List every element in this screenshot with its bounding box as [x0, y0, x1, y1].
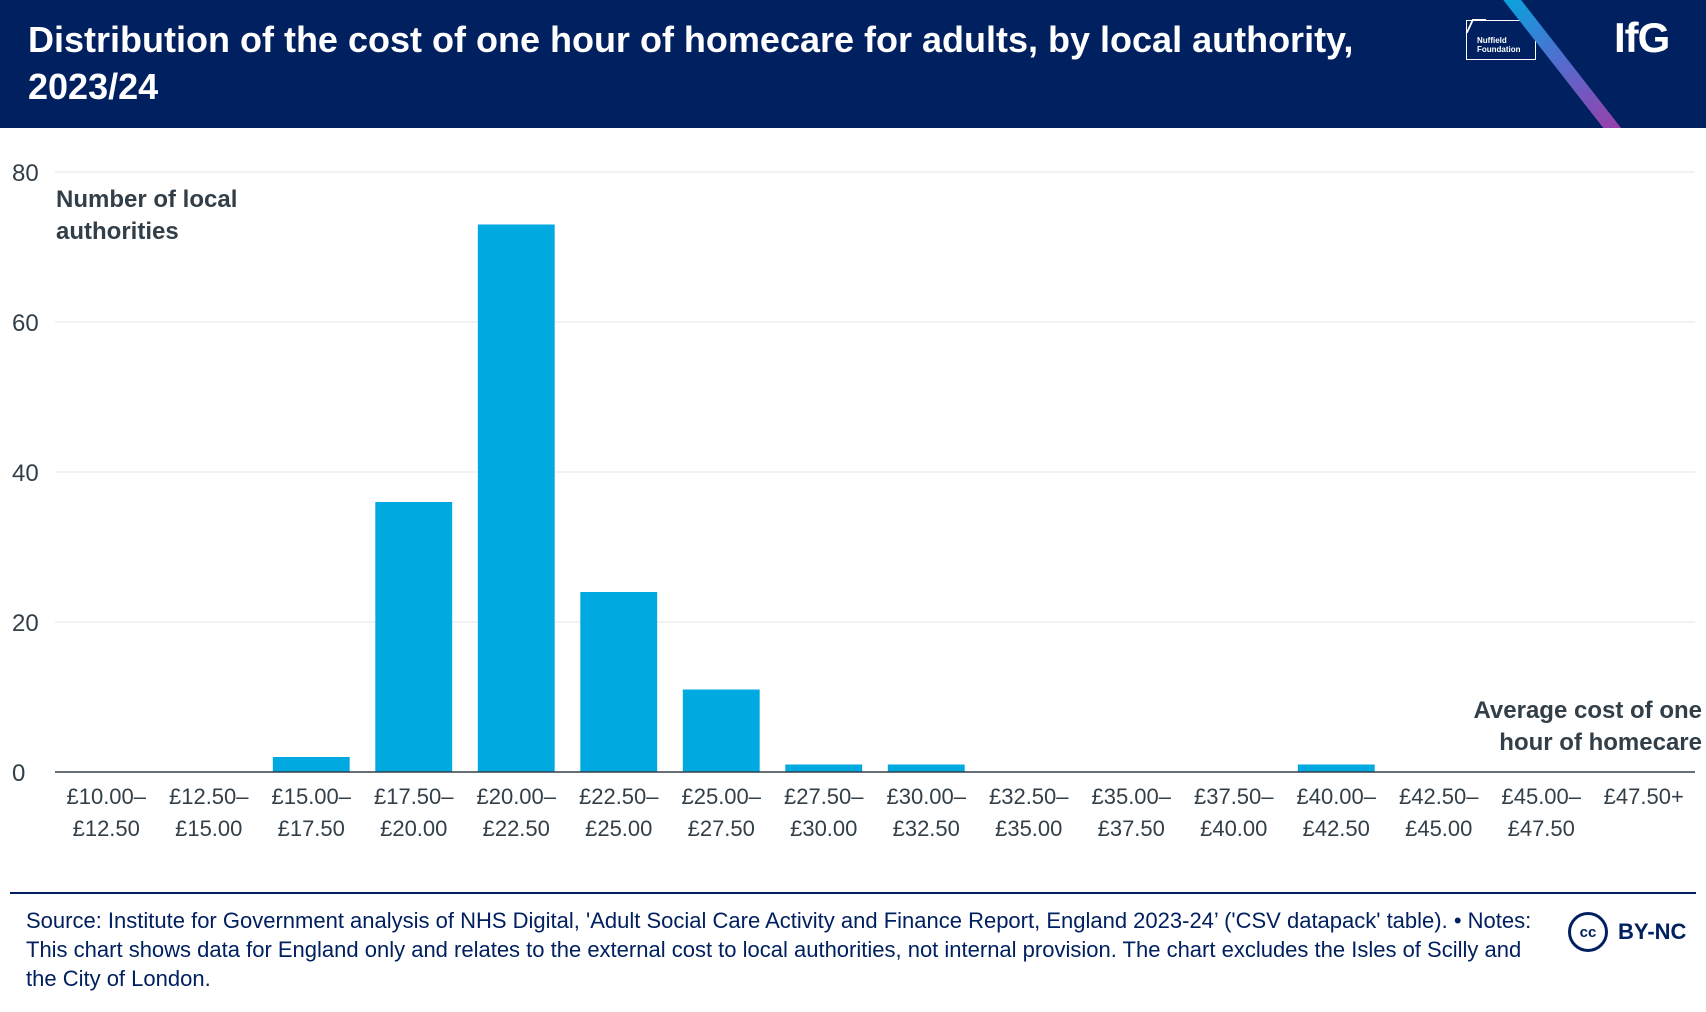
bar	[272, 757, 350, 772]
y-tick-label: 20	[12, 610, 39, 637]
bar	[477, 224, 555, 772]
x-tick-label: £12.50–	[169, 784, 249, 809]
x-tick-label: £37.50–	[1194, 784, 1274, 809]
x-tick-label: £45.00	[1405, 816, 1472, 841]
x-tick-label: £22.50	[483, 816, 550, 841]
x-tick-label: £20.00	[380, 816, 447, 841]
license-badge[interactable]: cc BY-NC	[1568, 912, 1686, 952]
x-tick-label: £30.00–	[886, 784, 966, 809]
x-tick-label: £27.50–	[784, 784, 864, 809]
bar	[375, 502, 453, 772]
bar	[887, 764, 965, 772]
nuffield-logo-mark	[1465, 19, 1487, 33]
x-tick-label: £37.50	[1098, 816, 1165, 841]
x-tick-label: £17.50	[278, 816, 345, 841]
x-tick-label: £15.00	[175, 816, 242, 841]
x-tick-label: £40.00	[1200, 816, 1267, 841]
x-tick-label: £32.50–	[989, 784, 1069, 809]
x-axis-title: Average cost of one hour of homecare	[1473, 697, 1702, 756]
x-axis-ticks: £10.00– £12.50 £12.50– £15.00 £15.00– £17.50 £…	[66, 784, 1683, 841]
x-tick-label: £12.50	[73, 816, 140, 841]
x-tick-label: £35.00	[995, 816, 1062, 841]
x-tick-label: £42.50–	[1399, 784, 1479, 809]
license-label: BY-NC	[1618, 919, 1687, 944]
bar	[1297, 764, 1375, 772]
x-tick-label: £25.00	[585, 816, 652, 841]
nuffield-logo-text: Nuffield Foundation	[1477, 36, 1521, 54]
x-tick-label: £30.00	[790, 816, 857, 841]
x-tick-label: £27.50	[688, 816, 755, 841]
x-tick-label: £35.00–	[1091, 784, 1171, 809]
y-tick-label: 80	[12, 160, 39, 187]
y-axis-ticks: 0 20 40 60 80	[12, 160, 39, 787]
bar	[682, 689, 760, 772]
gridlines	[55, 171, 1695, 623]
x-tick-label: £47.50	[1508, 816, 1575, 841]
creative-commons-icon: cc	[1568, 912, 1608, 952]
x-tick-label: £32.50	[893, 816, 960, 841]
bar	[785, 764, 863, 772]
y-tick-label: 0	[12, 760, 25, 787]
chart-title: Distribution of the cost of one hour of …	[28, 19, 1354, 107]
x-tick-label: £10.00–	[66, 784, 146, 809]
x-tick-label: £42.50	[1303, 816, 1370, 841]
bars	[272, 224, 1375, 772]
x-tick-label: £15.00–	[271, 784, 351, 809]
x-tick-label: £22.50–	[579, 784, 659, 809]
x-tick-label: £45.00–	[1501, 784, 1581, 809]
x-tick-label: £40.00–	[1296, 784, 1376, 809]
brand-stripe	[1498, 0, 1628, 128]
x-tick-label: £20.00–	[476, 784, 556, 809]
y-tick-label: 40	[12, 460, 39, 487]
source-note: Source: Institute for Government analysi…	[26, 908, 1532, 991]
bar-chart: 0 20 40 60 80 £10.00– £12.50 £12.50– £15.00 £15.…	[12, 160, 1695, 841]
ifg-logo: IfG	[1614, 14, 1670, 61]
bar	[580, 592, 658, 772]
x-tick-label: £47.50+	[1604, 784, 1684, 809]
header-banner: Distribution of the cost of one hour of …	[0, 0, 1706, 128]
footer-divider	[10, 892, 1696, 894]
x-tick-label: £25.00–	[681, 784, 761, 809]
y-axis-title: Number of local authorities	[56, 186, 238, 245]
y-tick-label: 60	[12, 310, 39, 337]
x-tick-label: £17.50–	[374, 784, 454, 809]
